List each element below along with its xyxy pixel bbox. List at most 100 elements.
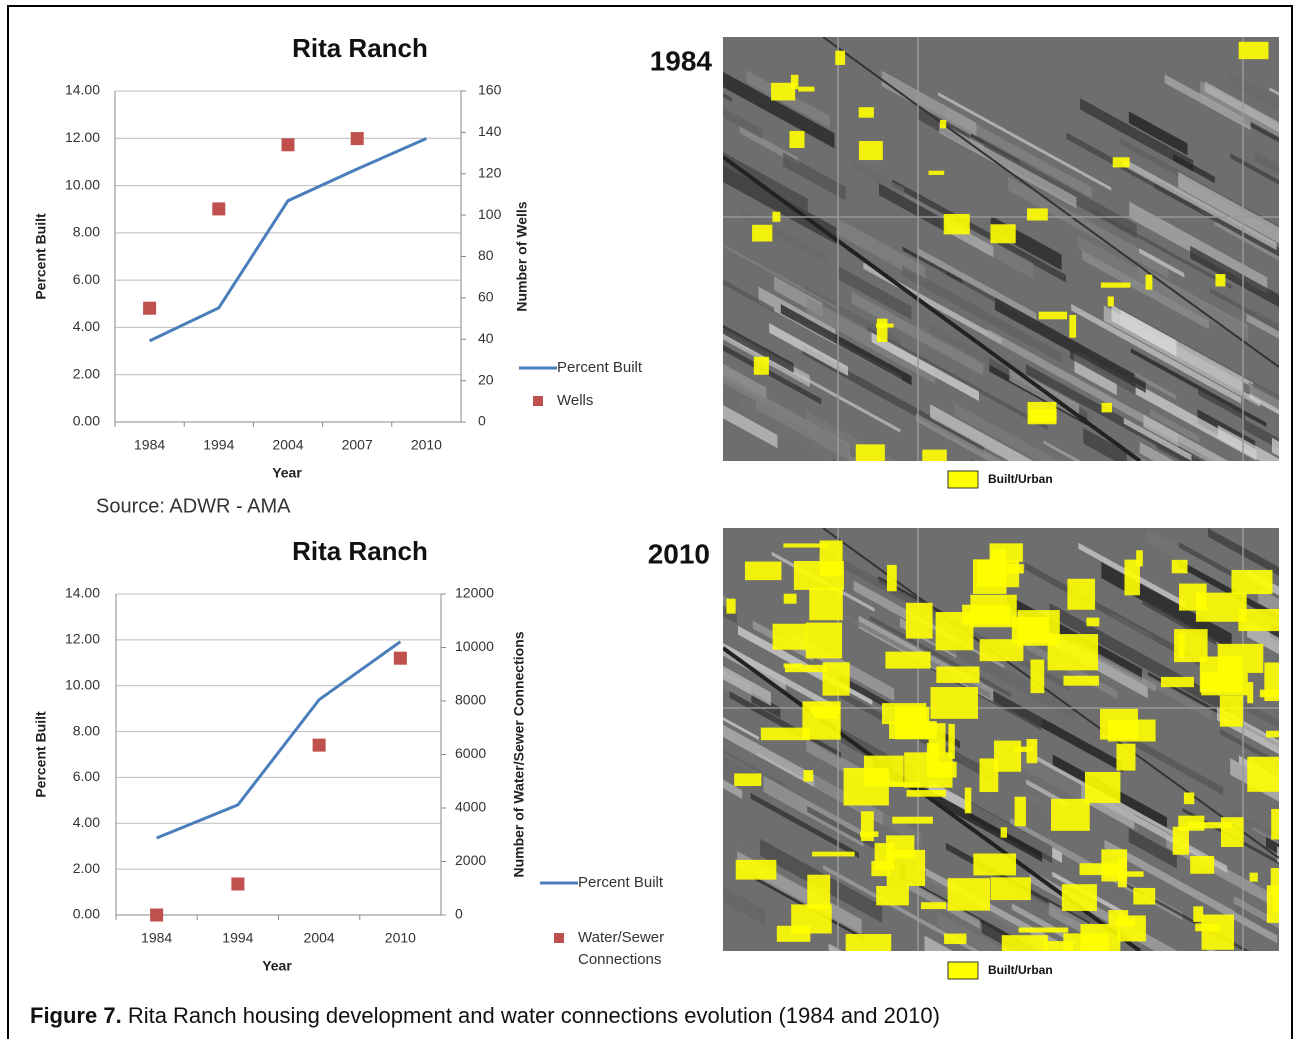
built-area [791, 904, 832, 934]
satellite-image [648, 528, 1301, 951]
terrain-streak [1178, 559, 1279, 622]
terrain-streak [723, 152, 808, 213]
terrain-streak [1255, 310, 1279, 332]
built-area [920, 902, 947, 910]
y2-tick-label: 0 [478, 413, 486, 429]
built-area [1063, 933, 1109, 951]
legend-entry: Wells [557, 392, 593, 409]
y-tick-label: 12.00 [65, 631, 100, 647]
terrain-streak [1122, 158, 1277, 251]
built-area [1014, 796, 1026, 827]
y2-tick-label: 0 [455, 906, 463, 922]
built-area [1259, 689, 1279, 698]
built-area [936, 666, 980, 683]
terrain-streak [780, 304, 912, 386]
terrain-streak [648, 809, 699, 846]
map-legend-label: Built/Urban [988, 963, 1053, 977]
built-area [889, 721, 937, 739]
terrain-streak [1077, 235, 1248, 342]
y2-tick-label: 8000 [455, 692, 486, 708]
built-area [1219, 695, 1243, 727]
chart-title: Rita Ranch [292, 536, 428, 566]
built-area [1178, 633, 1185, 659]
built-area [789, 130, 805, 149]
terrain-streak [1173, 153, 1215, 184]
built-area [835, 50, 846, 65]
terrain-streak [833, 458, 838, 461]
terrain-streak [1091, 208, 1233, 290]
x-tick-label: 2010 [385, 930, 416, 946]
terrain-streak [1286, 814, 1301, 916]
built-area [1069, 314, 1077, 338]
terrain-streak [1049, 602, 1231, 716]
built-area [948, 723, 955, 759]
x-tick-label: 2007 [342, 437, 373, 453]
built-area [735, 859, 777, 880]
terrain-streak [1134, 372, 1177, 400]
terrain-streak [807, 297, 936, 385]
built-area [772, 623, 807, 650]
built-area [1086, 617, 1100, 627]
terrain-streak [723, 642, 786, 691]
terrain-streak [1025, 364, 1203, 461]
built-area [1000, 827, 1008, 838]
built-area [1171, 559, 1188, 574]
terrain-streak [1164, 74, 1251, 131]
y-tick-label: 10.00 [65, 676, 100, 692]
built-area [1220, 817, 1244, 847]
terrain-streak [902, 265, 1063, 364]
built-area [1160, 676, 1194, 688]
terrain-streak [723, 779, 743, 799]
built-area [1190, 856, 1215, 874]
x-tick-label: 1994 [203, 437, 234, 453]
built-area [1145, 274, 1153, 290]
terrain-streak [723, 324, 794, 373]
built-area [884, 781, 921, 787]
data-point [350, 132, 364, 146]
data-point [150, 908, 164, 922]
terrain-streak [1292, 253, 1301, 292]
terrain-streak [1123, 417, 1192, 461]
x-tick-label: 1984 [141, 930, 172, 946]
road [822, 528, 1279, 859]
terrain-streak [1214, 221, 1279, 261]
built-area [928, 170, 945, 175]
terrain-streak [723, 886, 766, 926]
terrain-streak [723, 243, 838, 310]
built-area [1172, 826, 1190, 855]
y2-tick-label: 100 [478, 206, 502, 222]
built-area [1217, 643, 1264, 673]
terrain-streak [1011, 903, 1073, 943]
built-area [1067, 578, 1096, 610]
terrain-streak [987, 329, 1179, 443]
built-area [1136, 550, 1143, 567]
built-area [943, 213, 970, 235]
built-area [1063, 675, 1099, 686]
terrain-streak [1178, 171, 1279, 244]
y-axis-title: Percent Built [33, 213, 49, 300]
terrain-streak [783, 152, 846, 201]
built-area [772, 211, 781, 222]
y2-tick-label: 120 [478, 164, 502, 180]
built-area [790, 74, 799, 90]
built-area [979, 639, 1024, 662]
built-area [1247, 682, 1254, 704]
y2-tick-label: 160 [478, 82, 502, 98]
built-area [843, 767, 889, 806]
data-line [156, 640, 402, 840]
built-area [930, 687, 978, 719]
built-area [1001, 935, 1048, 951]
terrain-streak [1082, 250, 1210, 330]
map-legend-swatch [947, 470, 979, 489]
road [822, 37, 1279, 368]
built-area [1201, 914, 1234, 950]
terrain-streak [1083, 427, 1127, 461]
terrain-streak [1280, 631, 1301, 709]
built-area [744, 561, 782, 581]
built-area [807, 874, 831, 910]
built-area [1014, 746, 1033, 752]
legend-label: Percent Built [578, 874, 664, 891]
built-area [1116, 918, 1135, 926]
terrain-streak [1254, 151, 1279, 175]
